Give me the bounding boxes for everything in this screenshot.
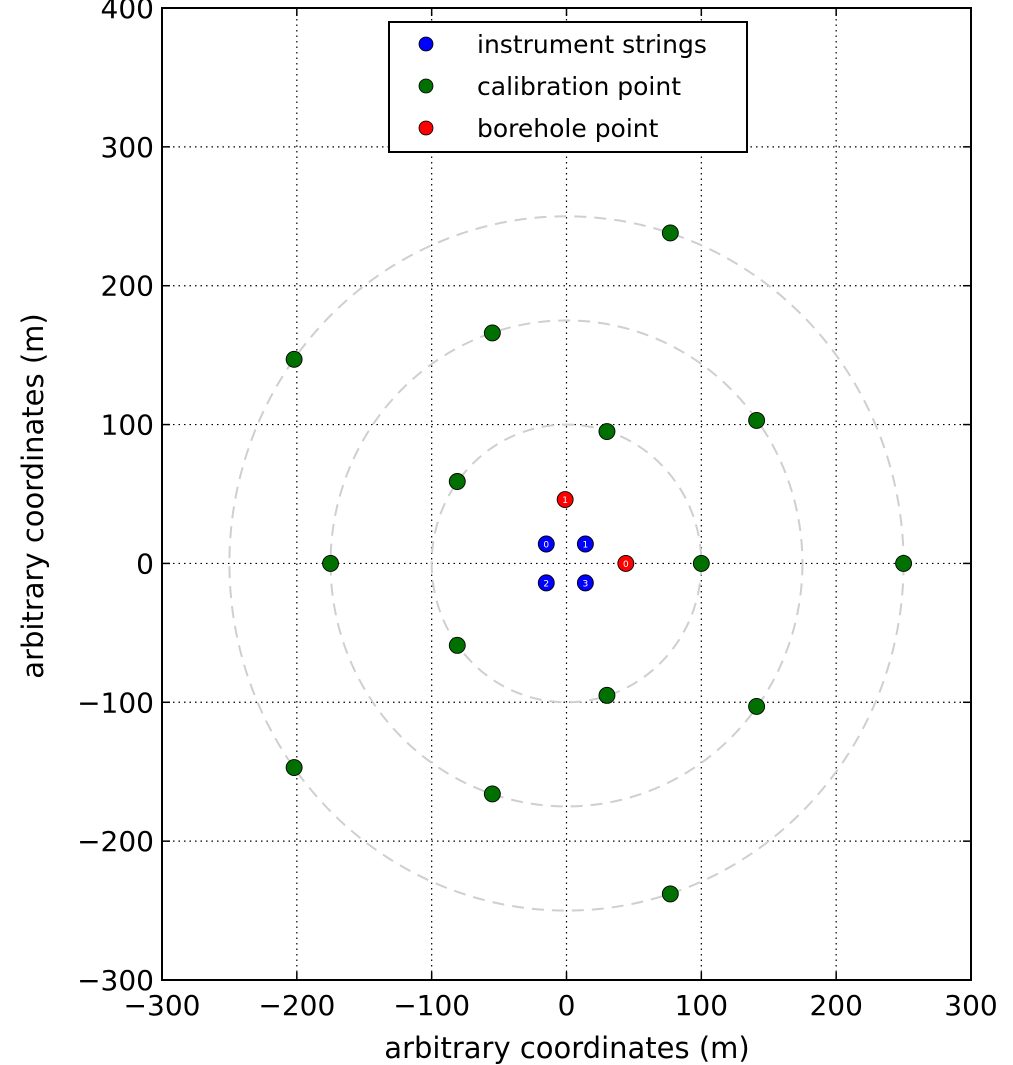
instrument-strings-point-label: 3	[583, 579, 589, 589]
x-tick-label: 100	[675, 989, 728, 1022]
legend-marker-calibration-point	[418, 78, 434, 94]
calibration-point-point	[448, 636, 466, 654]
borehole-point-point	[617, 554, 635, 572]
y-tick-label: 300	[101, 131, 154, 164]
calibration-point-point	[448, 473, 466, 490]
legend-label-borehole-point: borehole point	[477, 114, 659, 143]
calibration-point-point	[285, 759, 303, 776]
y-tick-label: −100	[77, 686, 154, 719]
y-axis-label: arbitrary coordinates (m)	[16, 313, 50, 678]
legend: instrument strings calibration point bor…	[388, 21, 748, 153]
calibration-point-point	[598, 686, 616, 704]
borehole-point-point-label: 1	[562, 496, 568, 506]
legend-marker-borehole-point	[418, 120, 434, 136]
instrument-strings-point	[576, 535, 594, 553]
x-tick-label: 300	[944, 989, 997, 1022]
calibration-point-point	[598, 423, 616, 440]
calibration-point-point	[661, 224, 679, 242]
borehole-point-point-label: 0	[623, 560, 629, 570]
reference-circle	[329, 319, 804, 808]
calibration-point-point	[895, 554, 913, 572]
y-tick-label: −200	[77, 825, 154, 858]
y-tick-label: 100	[101, 409, 154, 442]
instrument-strings-point	[537, 535, 555, 553]
legend-box	[388, 21, 748, 153]
calibration-point-point	[692, 554, 710, 572]
y-tick-label: −300	[77, 964, 154, 997]
calibration-point-point	[285, 350, 303, 368]
calibration-point-point	[483, 785, 501, 803]
legend-label-instrument-strings: instrument strings	[477, 30, 707, 59]
y-tick-label: 0	[136, 547, 154, 580]
legend-marker-instrument-strings	[418, 36, 434, 52]
calibration-point-point	[322, 554, 339, 572]
calibration-point-point	[748, 698, 766, 715]
tick-labels: −300 −200 −100 0 100 200 300−300−200−100010020…	[77, 0, 998, 1022]
x-tick-label: −200	[258, 989, 335, 1022]
calibration-point-point	[748, 411, 766, 429]
instrument-strings-point	[576, 574, 594, 592]
y-tick-label: 200	[101, 270, 154, 303]
instrument-strings-point-label: 1	[583, 540, 589, 550]
calibration-point-point	[483, 324, 501, 342]
x-tick-label: −300	[124, 989, 201, 1022]
x-axis-label: arbitrary coordinates (m)	[384, 1031, 749, 1065]
instrument-strings-point	[537, 574, 555, 592]
calibration-point-point	[661, 885, 679, 903]
instrument-strings-point-label: 2	[543, 579, 549, 589]
axis-ticks	[161, 7, 972, 981]
borehole-point-point	[556, 491, 574, 509]
data-points: 0 1 2 3 1 0	[285, 224, 913, 903]
y-tick-label: 400	[101, 0, 154, 25]
x-tick-label: 0	[558, 989, 576, 1022]
instrument-strings-point-label: 0	[543, 540, 549, 550]
x-tick-label: 200	[809, 989, 862, 1022]
x-tick-label: −100	[393, 989, 470, 1022]
legend-label-calibration-point: calibration point	[477, 72, 681, 101]
